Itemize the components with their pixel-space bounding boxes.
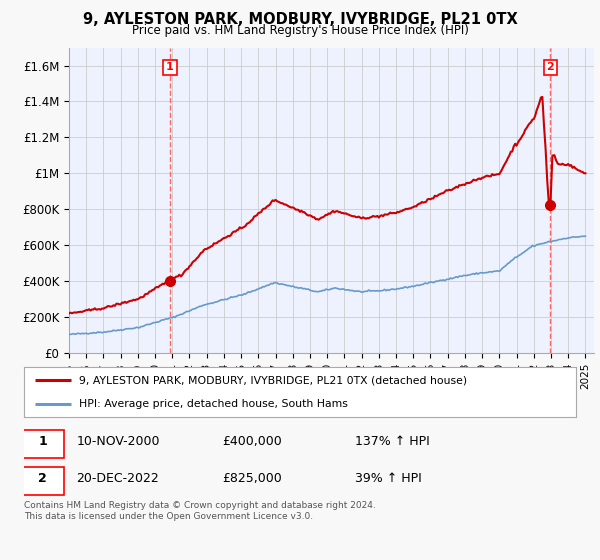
Text: 9, AYLESTON PARK, MODBURY, IVYBRIDGE, PL21 0TX: 9, AYLESTON PARK, MODBURY, IVYBRIDGE, PL…: [83, 12, 517, 27]
Text: 20-DEC-2022: 20-DEC-2022: [76, 472, 159, 486]
Text: 10-NOV-2000: 10-NOV-2000: [76, 435, 160, 448]
Text: 2: 2: [547, 62, 554, 72]
Text: 2: 2: [38, 472, 47, 486]
FancyBboxPatch shape: [21, 467, 64, 495]
Text: 1: 1: [38, 435, 47, 448]
Text: Contains HM Land Registry data © Crown copyright and database right 2024.
This d: Contains HM Land Registry data © Crown c…: [24, 501, 376, 521]
Text: HPI: Average price, detached house, South Hams: HPI: Average price, detached house, Sout…: [79, 399, 348, 409]
Text: 9, AYLESTON PARK, MODBURY, IVYBRIDGE, PL21 0TX (detached house): 9, AYLESTON PARK, MODBURY, IVYBRIDGE, PL…: [79, 375, 467, 385]
FancyBboxPatch shape: [21, 430, 64, 458]
Text: £400,000: £400,000: [223, 435, 283, 448]
Text: 39% ↑ HPI: 39% ↑ HPI: [355, 472, 422, 486]
Text: £825,000: £825,000: [223, 472, 283, 486]
Text: Price paid vs. HM Land Registry's House Price Index (HPI): Price paid vs. HM Land Registry's House …: [131, 24, 469, 37]
Text: 1: 1: [166, 62, 174, 72]
Text: 137% ↑ HPI: 137% ↑ HPI: [355, 435, 430, 448]
